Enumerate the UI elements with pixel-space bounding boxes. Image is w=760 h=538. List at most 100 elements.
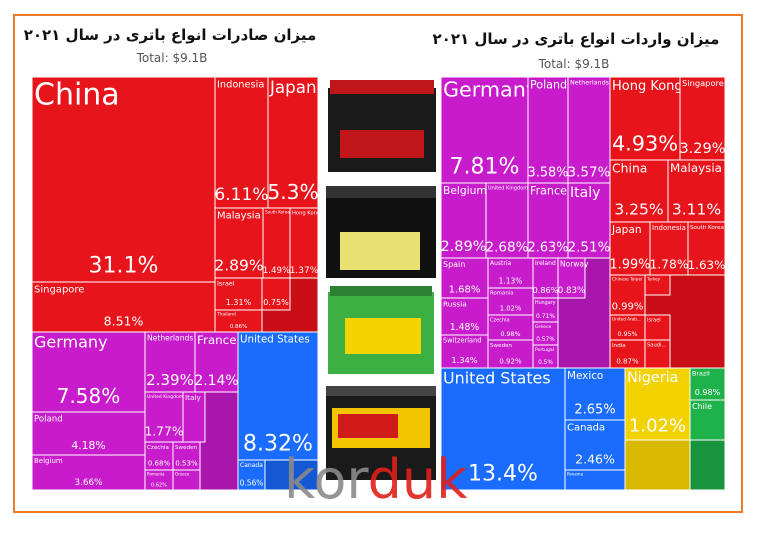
tile-value: 5.3% <box>267 180 318 204</box>
tile-label: Canada <box>240 462 263 469</box>
tile-value: 1.68% <box>449 285 481 296</box>
tile-label: Chile <box>692 402 712 411</box>
tile-value: 31.1% <box>89 253 159 278</box>
tile <box>624 367 691 441</box>
tile-label: Italy <box>570 185 600 201</box>
tile-value: 0.62% <box>151 482 167 488</box>
tile-label: Austria <box>490 260 512 267</box>
tile-label: Hungary <box>535 300 556 306</box>
tile <box>214 207 264 279</box>
tile <box>31 76 216 283</box>
tile <box>644 314 671 341</box>
tile <box>564 469 626 491</box>
tile-label: United Arab... <box>612 317 641 322</box>
tile <box>214 76 269 209</box>
tile <box>487 339 534 369</box>
tile-label: Belgium <box>34 457 63 465</box>
tile-value: 0.75% <box>263 298 289 307</box>
tile-label: China <box>34 78 120 113</box>
tile-label: United States <box>443 369 551 388</box>
tile-label: France <box>530 184 567 197</box>
tile-value: 1.13% <box>499 276 523 285</box>
tile-value: 2.39% <box>146 371 194 389</box>
tile-value: 2.46% <box>575 452 615 467</box>
tile-value: 0.5% <box>538 360 553 366</box>
tile <box>261 277 291 311</box>
tile-value: 0.56% <box>240 478 264 487</box>
tile-value: 8.51% <box>104 314 144 329</box>
tile <box>194 331 239 393</box>
tile <box>689 367 726 401</box>
tile-label: Ireland <box>535 260 556 267</box>
tile <box>644 274 671 296</box>
tile-label: Germany <box>443 78 538 102</box>
tile-label: South Korea <box>690 225 724 231</box>
tile-value: 3.57% <box>568 164 611 180</box>
tile <box>609 76 681 161</box>
tile <box>237 459 266 491</box>
tile-value: 1.37% <box>290 266 319 276</box>
tile <box>289 207 319 279</box>
tile <box>440 367 566 491</box>
tile-label: Japan <box>269 77 317 97</box>
tile-value: 1.48% <box>450 322 480 333</box>
tile-label: Panama <box>567 471 584 476</box>
tile <box>564 367 626 421</box>
tile-label: Netherlands <box>147 333 193 342</box>
tile <box>144 391 184 443</box>
tile <box>172 469 201 491</box>
tile <box>644 339 671 369</box>
tile-value: 4.18% <box>71 439 105 452</box>
tile-value: 0.98% <box>695 388 721 397</box>
tile-label: Greece <box>535 324 552 330</box>
tile-value: 4.93% <box>612 132 678 156</box>
tile-label: Malaysia <box>217 211 261 222</box>
tile-value: 7.58% <box>57 384 121 408</box>
tile-label: United States <box>240 334 310 346</box>
battery-images <box>326 80 436 480</box>
tile-value: 2.89% <box>214 257 263 275</box>
tile-value: 1.63% <box>688 258 726 272</box>
chart-title: میزان صادرات انواع باتری در سال ۲۰۲۱ <box>24 26 317 44</box>
tile <box>679 76 726 161</box>
tile-value: 2.89% <box>440 239 486 255</box>
treemaps: China 31.1% Singapore 8.51% Indonesia 6.11% Ja… <box>31 76 726 491</box>
tile <box>527 182 569 259</box>
chart-title: میزان واردات انواع باتری در سال ۲۰۲۱ <box>433 30 720 48</box>
tile-label: Czechia <box>490 317 510 323</box>
tile-label: Romania <box>147 471 165 476</box>
tile-label: South Korea <box>265 209 290 214</box>
battery <box>328 286 434 374</box>
tile-value: 1.77% <box>144 425 183 439</box>
tile <box>649 221 689 276</box>
tile-value: 0.87% <box>616 358 639 366</box>
battery <box>326 386 436 480</box>
chart-subtitle: Total: $9.1B <box>136 51 208 65</box>
tile <box>31 331 146 413</box>
tile-label: Netherlands <box>570 78 610 86</box>
tile-value: 2.63% <box>528 240 569 255</box>
tile-label: United Kingdom <box>488 185 528 191</box>
tile-value: 3.29% <box>679 141 725 157</box>
tile-label: Greece <box>175 471 190 476</box>
tile-label: Saudi... <box>647 342 667 348</box>
tile-value: 2.65% <box>574 402 615 417</box>
tile <box>567 76 611 184</box>
tile-label: Turkey <box>646 276 661 281</box>
tile-label: Thailand <box>216 312 236 318</box>
tile-value: 0.98% <box>500 331 520 338</box>
tile-label: Switzerland <box>443 337 481 345</box>
tile-label: Germany <box>34 333 108 352</box>
tile <box>31 411 146 456</box>
tile-label: Czechia <box>147 445 169 451</box>
chart-subtitle: Total: $9.1B <box>538 57 610 71</box>
tile-value: 0.57% <box>536 337 555 343</box>
tile <box>440 76 529 184</box>
tile-value: 2.14% <box>194 373 238 389</box>
tile-label: Japan <box>611 224 642 236</box>
tile-label: Belgium <box>443 184 487 197</box>
tile-label: Norway <box>560 259 589 268</box>
frame <box>13 14 743 513</box>
tile-value: 0.92% <box>499 358 522 366</box>
tile <box>237 331 319 461</box>
